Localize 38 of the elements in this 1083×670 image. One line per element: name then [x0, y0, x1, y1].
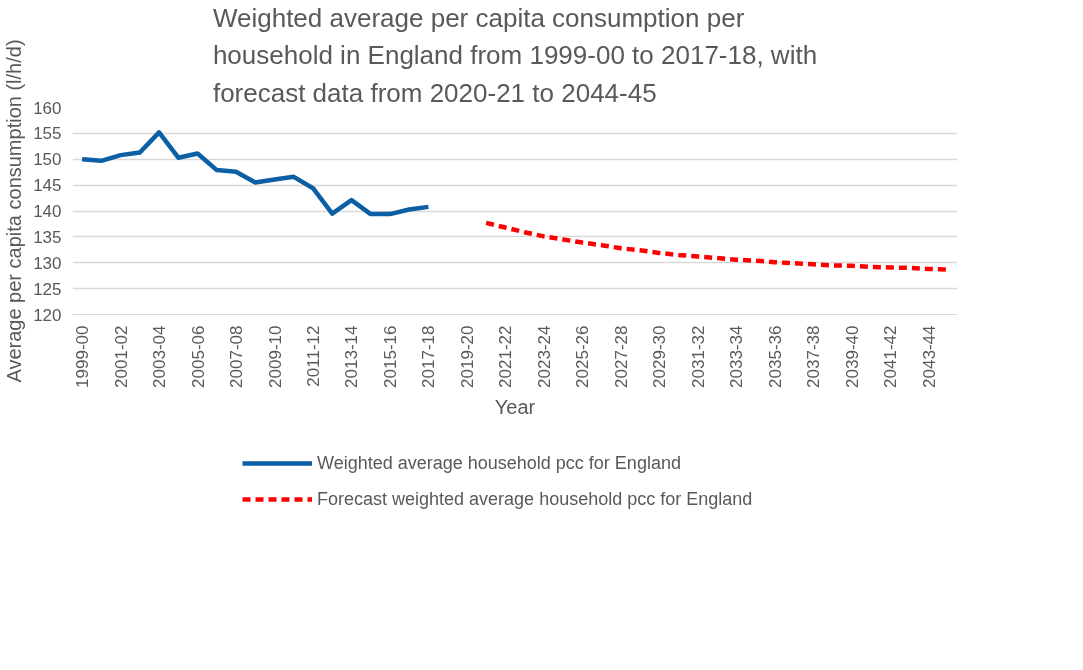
y-tick-label: 160	[33, 98, 62, 118]
x-tick-label: 2033-34	[727, 325, 747, 388]
y-tick-label: 140	[33, 202, 62, 221]
x-tick-label: 2039-40	[842, 325, 862, 388]
x-tick-label: 2011-12	[303, 325, 323, 387]
chart-title: Weighted average per capita consumption per household in England from 1999-00 to 2017-18, with forecast data from 2020-21 to 2044-45	[212, 2, 818, 108]
x-tick-label: 2035-36	[765, 325, 785, 388]
y-tick-label: 145	[33, 176, 62, 196]
x-tick-label: 2031-32	[688, 325, 708, 388]
x-tick-label: 1999-00	[73, 325, 93, 388]
x-tick-label: 2001-02	[111, 325, 131, 388]
x-tick-label: 2023-24	[534, 325, 554, 388]
legend-label: Forecast weighted average household pcc for England	[317, 488, 753, 510]
x-tick-label: 2041-42	[881, 325, 901, 388]
x-tick-label: 2037-38	[804, 325, 824, 388]
x-axis-title: Year	[494, 395, 536, 418]
x-tick-label: 2021-22	[496, 325, 516, 388]
y-axis-title: Average per capita consumption (l/h/d)	[3, 39, 26, 383]
line-series	[79, 130, 431, 217]
x-tick-label: 2015-16	[380, 325, 400, 388]
x-tick-label: 2005-06	[188, 325, 208, 388]
y-tick-label: 130	[33, 253, 62, 273]
y-tick-label: 120	[33, 305, 62, 325]
x-tick-label: 2043-44	[919, 325, 939, 388]
x-tick-label: 2025-26	[573, 325, 593, 388]
x-tick-label: 2007-08	[227, 325, 247, 388]
y-tick-label: 150	[33, 150, 62, 170]
y-tick-label: 155	[33, 124, 62, 144]
x-tick-label: 2009-10	[265, 325, 285, 388]
y-tick-label: 125	[33, 279, 62, 299]
legend-label: Weighted average household pcc for England	[317, 452, 681, 474]
x-tick-label: 2019-20	[457, 325, 477, 388]
y-tick-label: 135	[33, 227, 62, 247]
x-tick-label: 2027-28	[611, 325, 631, 388]
x-tick-label: 2013-14	[342, 325, 362, 388]
x-tick-label: 2017-18	[419, 325, 439, 388]
x-tick-label: 2003-04	[150, 325, 170, 388]
x-tick-label: 2029-30	[650, 325, 670, 388]
